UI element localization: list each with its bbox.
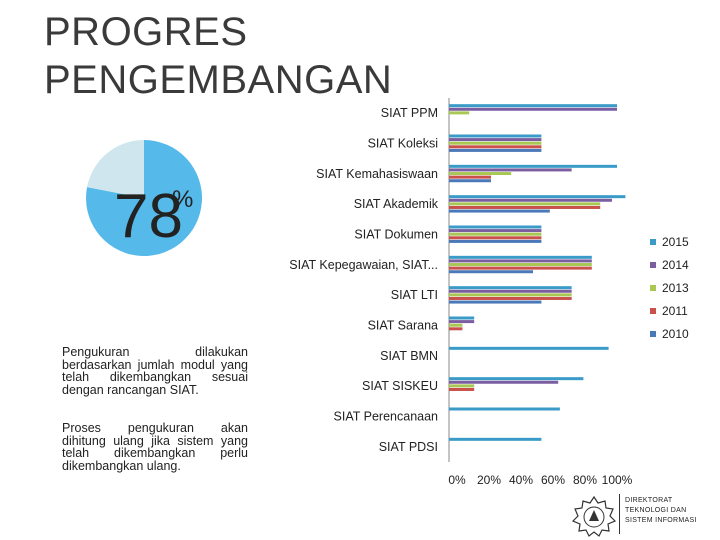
recalculation-note: Proses pengukuran akan dihitung ulang ji… [62,421,248,473]
bar-2011 [449,296,572,300]
bar-2011 [449,175,491,179]
category-label: SIAT Kemahasiswaan [316,167,438,181]
logo-text-line-1: DIREKTORAT [625,497,673,504]
bar-2013 [449,323,463,327]
category-label: SIAT PPM [381,106,438,120]
bar-2011 [449,266,592,270]
legend-label: 2014 [662,258,689,272]
legend-label: 2015 [662,235,689,249]
legend-swatch [650,239,656,245]
category-label: SIAT SISKEU [362,379,438,393]
bar-2013 [449,384,475,388]
bar-2014 [449,259,592,263]
logo-text: DIREKTORAT TEKNOLOGI DAN SISTEM INFORMAS… [625,496,697,526]
category-label: SIAT Koleksi [368,137,438,151]
bar-2014 [449,107,617,111]
bar-2015 [449,407,560,411]
bar-2015 [449,316,475,320]
bar-2014 [449,198,612,202]
bar-2011 [449,236,542,240]
bar-2014 [449,229,542,233]
bar-2014 [449,138,542,142]
legend-label: 2011 [662,304,688,318]
bar-2010 [449,300,542,304]
x-tick-label: 20% [477,473,501,487]
measurement-note: Pengukuran dilakukan berdasarkan jumlah … [62,345,248,397]
legend-swatch [650,262,656,268]
bar-2013 [449,263,592,267]
logo-divider [619,494,620,534]
x-tick-label: 60% [541,473,565,487]
legend-swatch [650,308,656,314]
bar-2010 [449,270,533,274]
bar-2015 [449,134,542,138]
university-logo-icon [571,495,617,537]
category-label: SIAT BMN [380,349,438,363]
pie-slice-remaining [87,140,144,198]
bar-2015 [449,255,592,259]
x-tick-label: 80% [573,473,597,487]
bar-2015 [449,346,609,350]
bar-2014 [449,168,572,172]
x-tick-label: 0% [448,473,466,487]
category-label: SIAT PDSI [379,440,438,454]
bar-2010 [449,239,542,243]
legend-label: 2010 [662,327,689,341]
bar-2013 [449,141,542,145]
bar-2015 [449,377,584,381]
bar-2014 [449,320,475,324]
bar-2015 [449,225,542,229]
percent-symbol: % [172,186,194,213]
category-label: SIAT Akademik [354,197,439,211]
bar-2013 [449,202,601,206]
x-tick-label: 100% [602,473,633,487]
category-label: SIAT Dokumen [354,228,438,242]
legend-label: 2013 [662,281,689,295]
bar-2011 [449,387,475,391]
bar-2014 [449,289,572,293]
bar-2015 [449,286,572,290]
bar-2013 [449,293,572,297]
category-label: SIAT Sarana [368,319,438,333]
bar-2011 [449,205,601,209]
bar-2010 [449,209,550,213]
title-line-1: PROGRES [44,10,248,54]
progress-bar-chart: SIAT PPM SIAT Koleksi SIAT Kemahasiswaan SI… [289,98,689,487]
title-line-2: PENGEMBANGAN [44,58,393,102]
bar-2015 [449,195,626,199]
bar-2015 [449,164,617,168]
legend-swatch [650,331,656,337]
bar-2011 [449,327,463,331]
category-label: SIAT Perencanaan [334,410,439,424]
percent-value: 78 [114,182,183,251]
category-label: SIAT LTI [391,288,438,302]
bar-2011 [449,145,542,149]
progress-pie [86,140,202,256]
bar-2010 [449,148,542,152]
bar-2015 [449,104,617,108]
slide-title: PROGRES PENGEMBANGAN [44,8,392,104]
logo-text-line-3: SISTEM INFORMASI [625,517,697,524]
bar-2015 [449,437,542,441]
bar-2010 [449,179,491,183]
x-tick-label: 40% [509,473,533,487]
legend-swatch [650,285,656,291]
bar-2014 [449,380,559,384]
category-label: SIAT Kepegawaian, SIAT... [289,258,438,272]
bar-2013 [449,232,542,236]
bar-2013 [449,172,512,176]
bar-2013 [449,111,470,115]
logo-text-line-2: TEKNOLOGI DAN [625,507,687,514]
